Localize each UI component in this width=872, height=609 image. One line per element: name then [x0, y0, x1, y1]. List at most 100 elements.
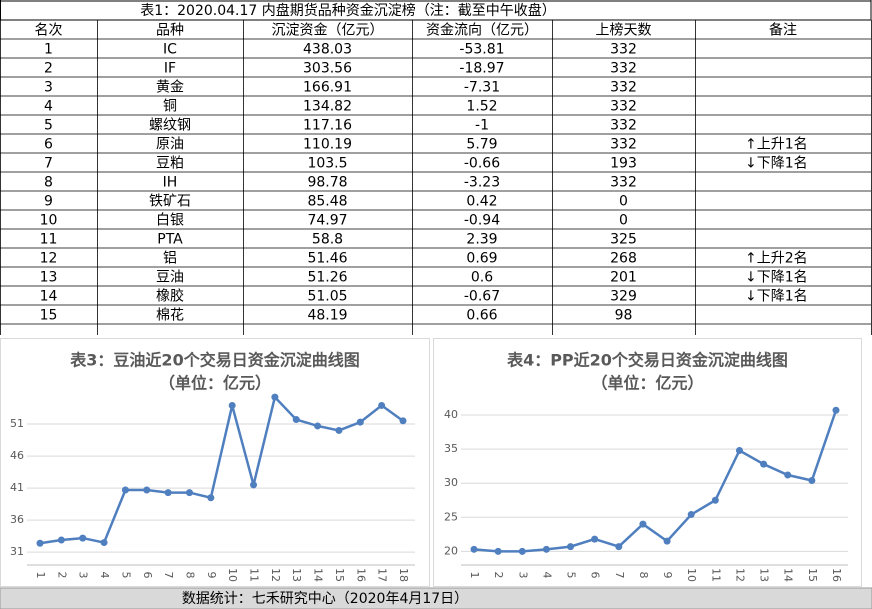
x-tick-label: 5: [565, 572, 578, 579]
table-cell: -53.81: [459, 42, 504, 58]
table-cell: IH: [163, 175, 178, 191]
table-cell: 117.16: [303, 118, 352, 134]
table-cell: -18.97: [459, 61, 504, 77]
x-tick-label: 8: [183, 572, 196, 579]
chart-title: 表4：PP近20个交易日资金沉淀曲线图: [506, 351, 788, 370]
table-cell: 103.5: [307, 156, 347, 172]
x-tick-label: 9: [661, 572, 674, 579]
point: [79, 534, 87, 542]
table-cell: 332: [610, 42, 637, 58]
table-cell: 166.91: [303, 80, 352, 96]
table-cell: 193: [610, 156, 637, 172]
note-cell: ↓下降1名: [745, 156, 808, 172]
note-cell: ↓下降1名: [745, 270, 808, 286]
point: [250, 481, 258, 489]
y-tick-label: 20: [444, 544, 458, 557]
point: [832, 406, 840, 414]
table-cell: 豆粕: [156, 156, 184, 172]
x-tick-label: 11: [709, 568, 722, 582]
point: [378, 401, 386, 409]
table-cell: 0.42: [466, 194, 497, 210]
table-cell: 10: [40, 213, 58, 229]
x-tick-label: 4: [540, 572, 553, 579]
note-cell: ↑上升2名: [745, 251, 808, 267]
table-cell: 98: [615, 308, 633, 324]
table-cell: 白银: [156, 213, 184, 229]
table-cell: 0: [619, 194, 628, 210]
table-cell: 棉花: [156, 307, 184, 324]
table-cell: 58.8: [312, 232, 343, 248]
x-tick-label: 6: [141, 572, 154, 579]
table-cell: 0: [619, 213, 628, 229]
chart-frame: [0, 338, 430, 587]
x-tick-label: 15: [333, 568, 346, 582]
line: [473, 409, 838, 553]
point: [687, 511, 695, 519]
x-tick-label: 13: [758, 568, 771, 582]
table-cell: 332: [610, 80, 637, 96]
table-cell: 303.56: [303, 61, 352, 77]
table-cell: 329: [610, 289, 637, 305]
table-cell: 48.19: [307, 308, 347, 324]
table-cell: 13: [40, 270, 58, 286]
x-tick-label: 14: [782, 568, 795, 582]
table-cell: IF: [164, 61, 176, 77]
x-tick-label: 17: [376, 568, 389, 582]
point: [57, 536, 65, 544]
point: [164, 489, 172, 497]
point: [639, 520, 647, 528]
x-tick-label: 12: [733, 568, 746, 582]
table-cell: 15: [40, 308, 58, 324]
table-cell: 11: [40, 232, 58, 248]
table-cell: 51.05: [307, 289, 347, 305]
table-cell: 橡胶: [156, 288, 184, 305]
x-tick-label: 2: [492, 572, 505, 579]
table-cell: 4: [44, 99, 53, 115]
x-tick-label: 3: [516, 572, 529, 579]
point: [615, 543, 623, 551]
table-cell: 51.26: [307, 270, 347, 286]
x-tick-label: 3: [77, 572, 90, 579]
table-cell: 98.78: [307, 175, 347, 191]
x-tick-label: 1: [468, 572, 481, 579]
table-cell: -1: [475, 118, 489, 134]
point: [663, 537, 671, 545]
point: [711, 496, 719, 504]
table-cell: 铝: [163, 251, 177, 267]
table-cell: 0.6: [471, 270, 493, 286]
table-cell: 铁矿石: [149, 194, 191, 210]
x-tick-label: 11: [248, 568, 261, 582]
point: [542, 545, 550, 553]
x-tick-label: 6: [589, 572, 602, 579]
x-tick-label: 10: [226, 568, 239, 582]
table-cell: 110.19: [303, 137, 352, 153]
point: [36, 539, 44, 547]
table-cell: 8: [44, 175, 53, 191]
table-title: 表1：2020.04.17 内盘期货品种资金沉淀榜（注：截至中午收盘）: [140, 2, 556, 19]
table-cell: 134.82: [303, 99, 352, 115]
x-tick-label: 14: [312, 568, 325, 582]
x-tick-label: 7: [613, 572, 626, 579]
y-tick-label: 51: [10, 417, 24, 430]
table-cell: 332: [610, 137, 637, 153]
chart-title: 表3：豆油近20个交易日资金沉淀曲线图: [69, 351, 359, 370]
point: [292, 416, 300, 424]
table-cell: 201: [610, 270, 637, 286]
point: [143, 486, 151, 494]
table-cell: 332: [610, 118, 637, 134]
table-cell: 2.39: [466, 232, 497, 248]
table-cell: -3.23: [464, 175, 500, 191]
table-cell: 5.79: [466, 137, 497, 153]
point: [784, 471, 792, 479]
chart-subtitle: （单位：亿元）: [159, 374, 271, 393]
point: [518, 547, 526, 555]
table-cell: 螺纹钢: [149, 118, 191, 134]
y-tick-label: 41: [10, 481, 24, 494]
line: [39, 394, 404, 545]
table-cell: IC: [163, 42, 177, 58]
point: [494, 547, 502, 555]
table-cell: 0.69: [466, 251, 497, 267]
table-cell: 332: [610, 61, 637, 77]
